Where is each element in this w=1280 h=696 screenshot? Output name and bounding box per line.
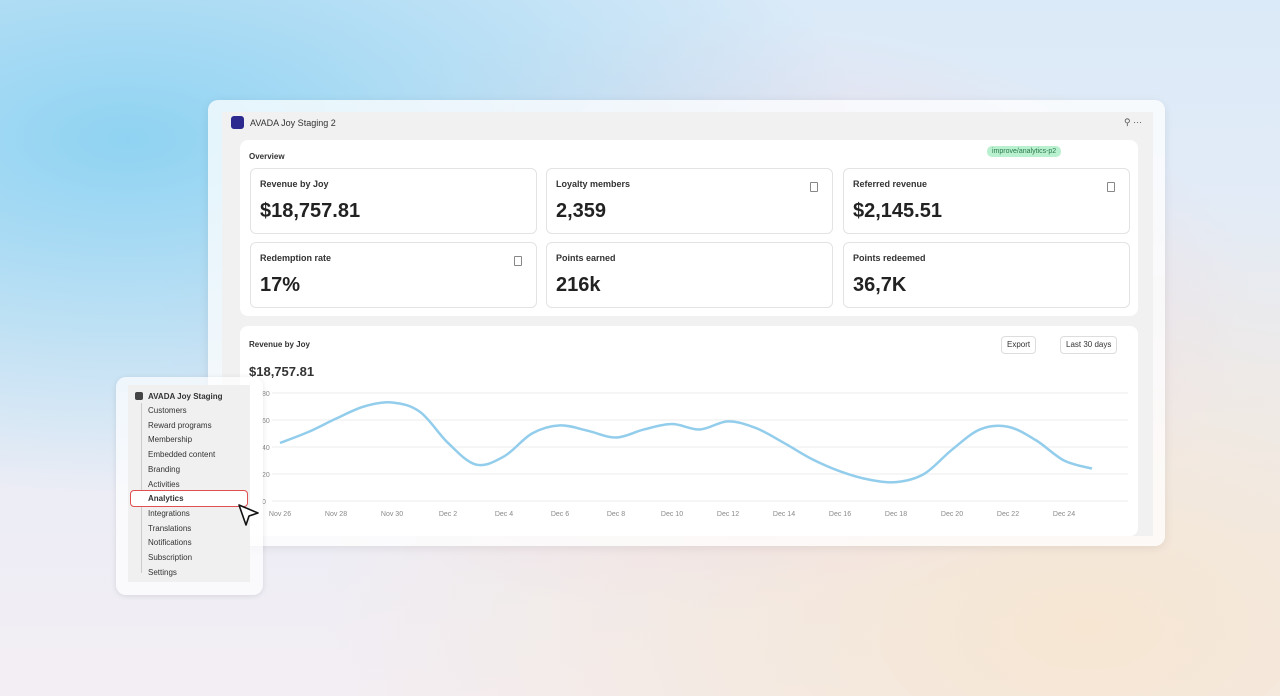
x-tick-label: Dec 12	[717, 511, 739, 518]
active-highlight	[130, 490, 248, 507]
x-tick-label: Dec 22	[997, 511, 1019, 518]
y-tick-label: 20	[262, 472, 270, 479]
sidebar-item[interactable]: Branding	[148, 464, 181, 474]
stat-value: 2,359	[556, 200, 607, 222]
stat-label: Points redeemed	[853, 253, 926, 263]
stat-value: 17%	[260, 274, 301, 296]
sidebar-item[interactable]: Activities	[148, 479, 180, 489]
app-icon	[231, 116, 244, 129]
sidebar-icon	[135, 392, 143, 400]
stat-card: Points earned 216k	[546, 242, 833, 308]
sidebar-item[interactable]: Settings	[148, 567, 177, 577]
x-tick-label: Nov 26	[269, 511, 291, 518]
tree-line	[141, 403, 142, 573]
date-range-button[interactable]: Last 30 days	[1060, 336, 1118, 354]
stat-value: 216k	[556, 274, 601, 296]
y-tick-label: 80	[262, 391, 270, 398]
stat-value: $18,757.81	[260, 200, 361, 222]
stat-card: Revenue by Joy $18,757.81	[250, 168, 537, 234]
sidebar-item[interactable]: Analytics	[148, 494, 184, 504]
header-icons[interactable]: ⚲ ···	[1124, 117, 1143, 127]
sidebar-item[interactable]: Reward programs	[148, 420, 212, 430]
stat-label: Points earned	[556, 253, 616, 263]
doc-icon	[810, 182, 818, 192]
sidebar-title: AVADA Joy Staging	[148, 392, 223, 401]
branch-badge: improve/analytics-p2	[987, 146, 1062, 157]
x-tick-label: Nov 30	[381, 511, 403, 518]
x-tick-label: Dec 20	[941, 511, 963, 518]
sidebar-item[interactable]: Customers	[148, 406, 187, 415]
doc-icon	[514, 256, 522, 266]
sidebar-item[interactable]: Integrations	[148, 508, 190, 518]
sidebar-item[interactable]: Notifications	[148, 538, 192, 548]
sidebar-item[interactable]: Subscription	[148, 553, 193, 562]
x-tick-label: Dec 14	[773, 511, 795, 518]
stat-card: Loyalty members 2,359	[546, 168, 833, 234]
stat-label: Revenue by Joy	[260, 179, 329, 189]
sidebar-item[interactable]: Membership	[148, 435, 193, 445]
y-tick-label: 60	[262, 418, 270, 425]
export-button[interactable]: Export	[1001, 336, 1037, 354]
x-tick-label: Dec 4	[495, 511, 513, 518]
sidebar-item[interactable]: Translations	[148, 523, 192, 533]
stat-value: $2,145.51	[853, 200, 942, 222]
x-tick-label: Dec 2	[439, 511, 457, 518]
x-tick-label: Dec 10	[661, 511, 683, 518]
stat-label: Referred revenue	[853, 179, 928, 189]
y-tick-label: 0	[262, 499, 266, 506]
overview-title: Overview	[249, 152, 285, 161]
cursor	[238, 504, 259, 526]
stat-value: 36,7K	[853, 274, 907, 296]
stat-label: Loyalty members	[556, 179, 631, 189]
y-tick-label: 40	[262, 445, 270, 452]
revenue-line	[279, 401, 1093, 484]
x-tick-label: Dec 8	[607, 511, 625, 518]
x-tick-label: Dec 24	[1053, 511, 1075, 518]
stat-label: Redemption rate	[260, 253, 332, 263]
sidebar-item[interactable]: Embedded content	[148, 450, 216, 460]
x-tick-label: Nov 28	[325, 511, 347, 518]
chart-total: $18,757.81	[249, 364, 315, 379]
x-tick-label: Dec 6	[551, 511, 569, 518]
app-title: AVADA Joy Staging 2	[250, 118, 336, 128]
x-tick-label: Dec 18	[885, 511, 907, 518]
stat-card: Referred revenue $2,145.51	[843, 168, 1130, 234]
doc-icon	[1107, 182, 1115, 192]
sidebar	[116, 377, 263, 595]
chart-title: Revenue by Joy	[249, 340, 310, 349]
stat-card: Points redeemed 36,7K	[843, 242, 1130, 308]
x-tick-label: Dec 16	[829, 511, 851, 518]
stat-card: Redemption rate 17%	[250, 242, 537, 308]
